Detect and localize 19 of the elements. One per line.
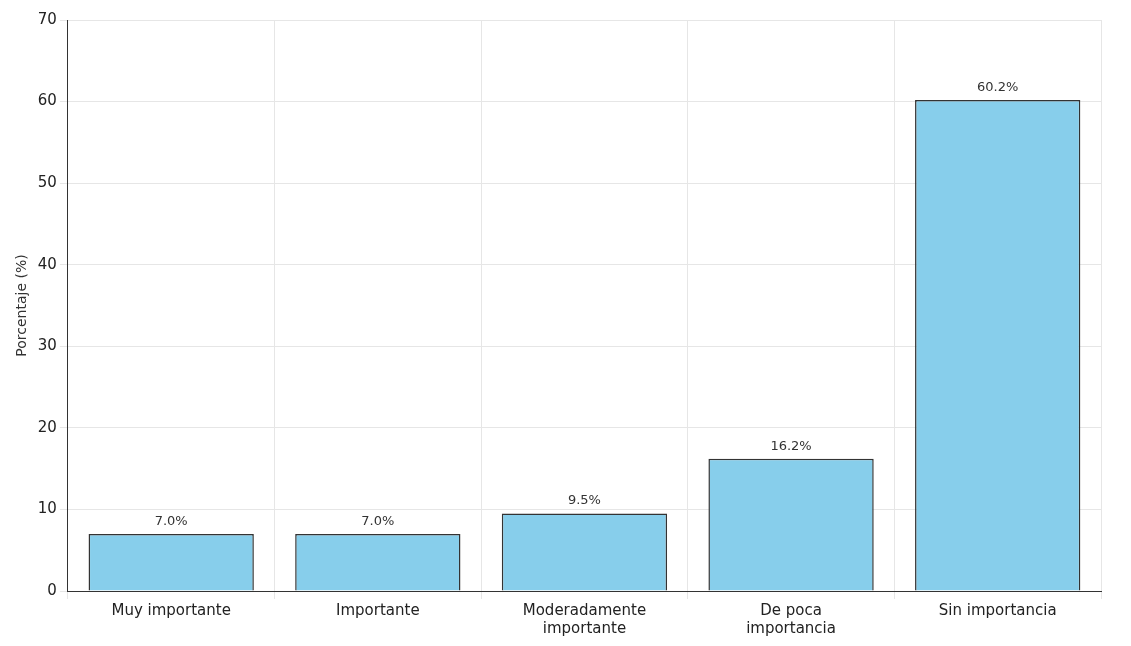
data-label: 60.2% — [977, 78, 1019, 94]
data-label: 16.2% — [770, 437, 812, 453]
x-tick-label: Muy importante — [111, 600, 231, 619]
x-tick-label: Importante — [336, 600, 420, 619]
data-label: 7.0% — [361, 512, 395, 528]
x-tick-label: Sin importancia — [938, 600, 1057, 619]
data-label: 7.0% — [154, 512, 188, 528]
y-tick-label: 50 — [37, 173, 57, 192]
y-tick-label: 20 — [37, 417, 57, 436]
x-tick-label: De poca importancia — [746, 600, 836, 637]
y-tick-label: 30 — [37, 336, 57, 355]
y-axis-title: Porcentaje (%) — [13, 254, 30, 357]
y-tick-label: 40 — [37, 254, 57, 273]
y-tick-label: 70 — [37, 9, 57, 28]
x-tick-label: Moderadamente importante — [522, 600, 647, 637]
data-label: 9.5% — [567, 492, 601, 508]
y-tick-label: 0 — [47, 580, 57, 599]
y-tick-label: 10 — [37, 499, 57, 518]
y-tick-label: 60 — [37, 91, 57, 110]
